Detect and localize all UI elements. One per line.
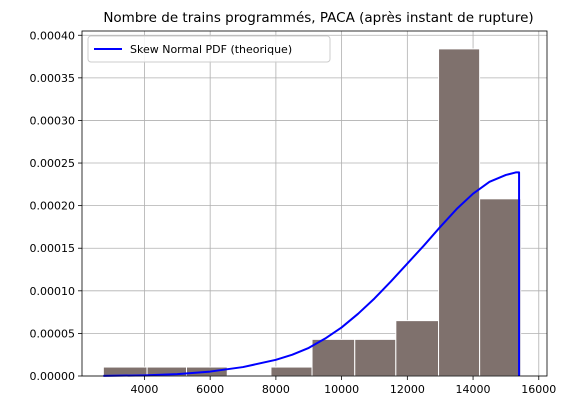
histogram-bar (311, 338, 356, 377)
y-tick-label: 0.00025 (30, 157, 76, 170)
y-axis: 0.00000 0.00005 0.00010 0.00015 0.00020 0.000… (30, 29, 82, 383)
legend-box (87, 35, 331, 63)
plot-frame (81, 30, 548, 377)
x-tick-label: 6000 (196, 383, 224, 396)
histogram-bar (438, 48, 481, 377)
x-tick-label: 4000 (130, 383, 158, 396)
x-tick-label: 8000 (262, 383, 290, 396)
y-tick-label: 0.00005 (30, 327, 76, 340)
legend: Skew Normal PDF (theorique) (87, 35, 331, 63)
y-tick-label: 0.00030 (30, 114, 76, 127)
histogram-bar (395, 320, 440, 377)
pdf-curve (103, 171, 521, 377)
histogram-bar (354, 338, 397, 377)
x-tick-label: 10000 (324, 383, 359, 396)
y-tick-label: 0.00020 (30, 200, 76, 213)
y-tick-label: 0.00010 (30, 285, 76, 298)
histogram-bars (102, 48, 522, 377)
legend-label: Skew Normal PDF (theorique) (130, 43, 292, 56)
y-tick-label: 0.00040 (30, 29, 76, 42)
pdf-curve-layer (103, 171, 521, 377)
x-tick-label: 14000 (456, 383, 491, 396)
histogram-bar (479, 198, 522, 377)
y-tick-label: 0.00015 (30, 242, 76, 255)
histogram-bar (270, 366, 313, 377)
x-axis: 4000 6000 8000 10000 12000 14000 16000 (130, 376, 556, 396)
y-tick-label: 0.00000 (30, 370, 76, 383)
x-tick-label: 16000 (521, 383, 556, 396)
x-tick-label: 12000 (390, 383, 425, 396)
y-tick-label: 0.00035 (30, 72, 76, 85)
chart-title: Nombre de trains programmés, PACA (après… (103, 10, 533, 26)
